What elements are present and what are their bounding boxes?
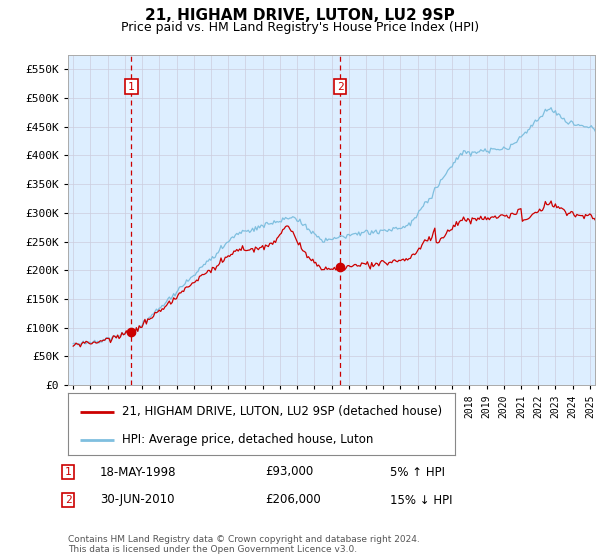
Text: £206,000: £206,000 (265, 493, 321, 506)
Text: Price paid vs. HM Land Registry's House Price Index (HPI): Price paid vs. HM Land Registry's House … (121, 21, 479, 34)
Text: £93,000: £93,000 (265, 465, 313, 478)
Text: 18-MAY-1998: 18-MAY-1998 (100, 465, 176, 478)
Text: 21, HIGHAM DRIVE, LUTON, LU2 9SP (detached house): 21, HIGHAM DRIVE, LUTON, LU2 9SP (detach… (122, 405, 442, 418)
Text: 30-JUN-2010: 30-JUN-2010 (100, 493, 175, 506)
Text: 15% ↓ HPI: 15% ↓ HPI (390, 493, 452, 506)
Text: 1: 1 (128, 82, 135, 92)
Text: Contains HM Land Registry data © Crown copyright and database right 2024.
This d: Contains HM Land Registry data © Crown c… (68, 535, 420, 554)
Text: 1: 1 (65, 467, 71, 477)
Text: 2: 2 (65, 495, 71, 505)
Text: HPI: Average price, detached house, Luton: HPI: Average price, detached house, Luto… (122, 433, 374, 446)
Text: 5% ↑ HPI: 5% ↑ HPI (390, 465, 445, 478)
Text: 21, HIGHAM DRIVE, LUTON, LU2 9SP: 21, HIGHAM DRIVE, LUTON, LU2 9SP (145, 8, 455, 24)
Text: 2: 2 (337, 82, 343, 92)
